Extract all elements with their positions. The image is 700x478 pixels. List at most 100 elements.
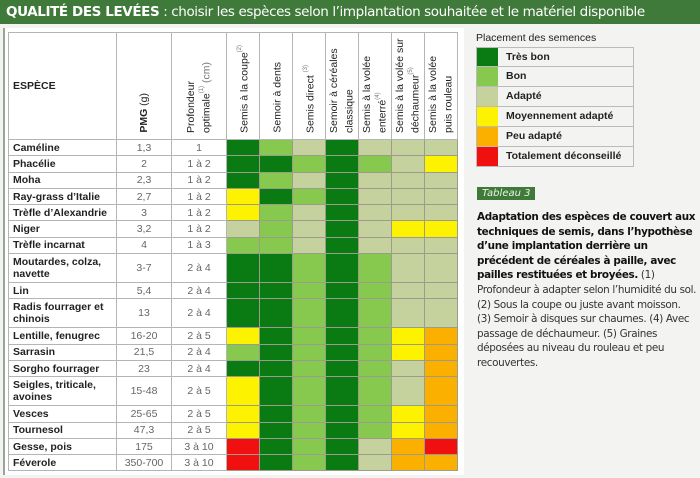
rating-cell [325, 421, 359, 439]
table-body: Caméline 1,3 1 Phacélie 2 1 à 2 Moha 2,3 1… [8, 138, 458, 472]
header-pmg: PMG (g) [116, 32, 172, 140]
rating-cell [391, 220, 425, 238]
rating-cell [391, 204, 425, 222]
rating-cell [226, 187, 260, 206]
species-name: Féverole [8, 454, 117, 472]
rating-cell [325, 220, 359, 238]
table-row: Lentille, fenugrec 16-20 2 à 5 [8, 327, 458, 345]
species-name: Sarrasin [8, 343, 117, 361]
rating-cell [226, 155, 260, 173]
rating-cell [259, 253, 293, 284]
rating-cell [424, 236, 458, 255]
rating-cell [358, 327, 392, 345]
legend-item: Adapté [476, 87, 634, 107]
legend-label: Très bon [506, 51, 550, 63]
table-row: Féverole 350-700 3 à 10 [8, 454, 458, 472]
pmg-value: 13 [116, 298, 172, 329]
table-row: Trèfle d’Alexandrie 3 1 à 2 [8, 204, 458, 222]
depth-value: 3 à 10 [171, 437, 227, 456]
legend-label: Bon [506, 70, 527, 82]
rating-cell [424, 359, 458, 378]
rating-cell [391, 327, 425, 345]
legend-label: Moyennement adapté [506, 110, 614, 122]
rating-cell [259, 138, 293, 157]
rating-cell [292, 220, 326, 238]
species-name: Trèfle d’Alexandrie [8, 204, 117, 222]
rating-cell [292, 359, 326, 378]
pmg-unit: (g) [137, 93, 150, 110]
technique-sup: (4) [374, 92, 381, 100]
legend-swatch [477, 107, 498, 126]
species-name: Moha [8, 171, 117, 189]
pmg-value: 1,3 [116, 138, 172, 157]
rating-cell [226, 437, 260, 456]
rating-cell [259, 220, 293, 238]
rating-cell [391, 155, 425, 173]
rating-cell [358, 253, 392, 284]
depth-value: 1 [171, 138, 227, 157]
rating-cell [424, 376, 458, 407]
rating-cell [424, 187, 458, 206]
table-row: Seigles, triticale, avoines 15-48 2 à 5 [8, 376, 458, 407]
technique-label: Semis à la coupe [238, 52, 251, 133]
rating-cell [424, 437, 458, 456]
rating-cell [424, 253, 458, 284]
legend-item: Moyennement adapté [476, 107, 634, 127]
table-caption: Adaptation des espèces de couvert aux te… [477, 210, 697, 371]
rating-cell [292, 343, 326, 361]
title-bar: QUALITÉ DES LEVÉES : choisir les espèces… [0, 0, 700, 24]
rating-cell [358, 343, 392, 361]
pmg-value: 4 [116, 236, 172, 255]
rating-cell [226, 327, 260, 345]
rating-cell [226, 253, 260, 284]
rating-cell [391, 421, 425, 439]
rating-cell [259, 405, 293, 423]
rating-cell [391, 298, 425, 329]
rating-cell [358, 298, 392, 329]
header-technique: Semis à la volée sur déchaumeur(5) [391, 32, 425, 140]
rating-cell [391, 376, 425, 407]
rating-cell [325, 155, 359, 173]
pmg-value: 175 [116, 437, 172, 456]
rating-cell [292, 282, 326, 300]
table-row: Sarrasin 21,5 2 à 4 [8, 343, 458, 361]
rating-cell [391, 171, 425, 189]
pmg-value: 15-48 [116, 376, 172, 407]
rating-cell [424, 220, 458, 238]
rating-cell [391, 405, 425, 423]
rating-cell [358, 138, 392, 157]
legend: Placement des semences Très bon Bon Adapté… [476, 32, 634, 167]
rating-cell [259, 298, 293, 329]
depth-value: 1 à 2 [171, 155, 227, 173]
rating-cell [325, 454, 359, 472]
rating-cell [325, 236, 359, 255]
pmg-value: 2 [116, 155, 172, 173]
pmg-label: PMG [137, 109, 150, 133]
rating-cell [226, 282, 260, 300]
technique-label: Semoir à dents [271, 62, 284, 133]
species-name: Phacélie [8, 155, 117, 173]
header-species: ESPÈCE [8, 32, 117, 140]
species-name: Ray-grass d’Italie [8, 187, 117, 206]
pmg-value: 2,7 [116, 187, 172, 206]
rating-cell [325, 298, 359, 329]
rating-cell [226, 171, 260, 189]
rating-cell [325, 327, 359, 345]
rating-cell [358, 421, 392, 439]
rating-cell [292, 204, 326, 222]
rating-cell [259, 421, 293, 439]
rating-cell [259, 359, 293, 378]
technique-sup: (2) [237, 45, 244, 53]
table-row: Lin 5,4 2 à 4 [8, 282, 458, 300]
rating-cell [292, 421, 326, 439]
sowing-quality-table: ESPÈCE PMG (g) Profondeur optimale(1) (c… [8, 32, 458, 472]
species-name: Caméline [8, 138, 117, 157]
rating-cell [325, 187, 359, 206]
table-row: Trèfle incarnat 4 1 à 3 [8, 236, 458, 255]
rating-cell [226, 204, 260, 222]
species-name: Moutardes, colza, navette [8, 253, 117, 284]
rating-cell [259, 327, 293, 345]
legend-swatch [477, 67, 498, 86]
rating-cell [292, 437, 326, 456]
rating-cell [292, 187, 326, 206]
